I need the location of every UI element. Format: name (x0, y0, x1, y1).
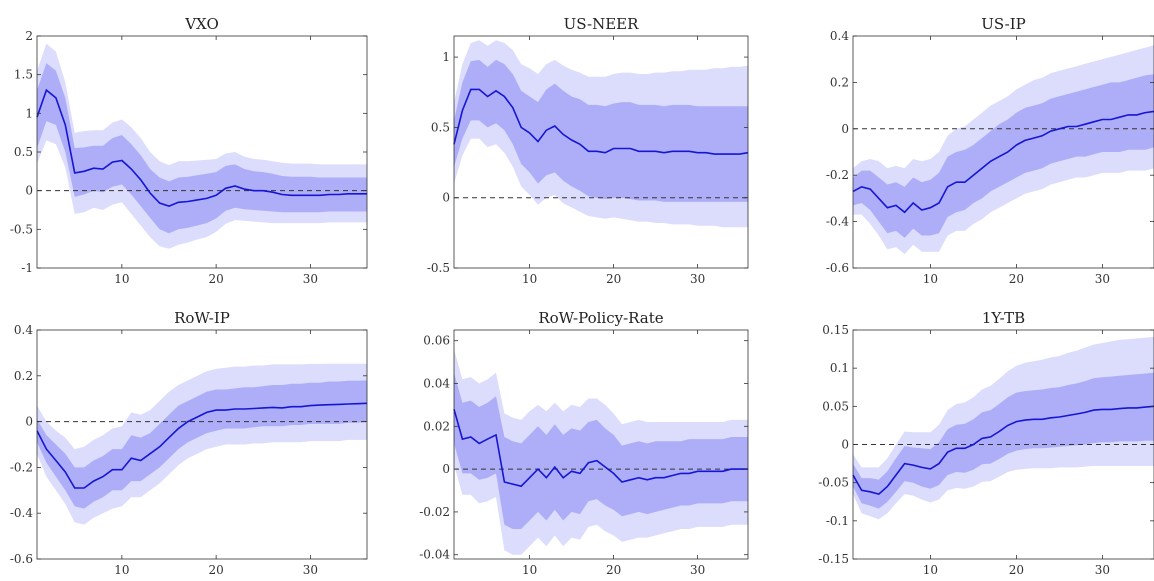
impulse-response-line (453, 408, 748, 488)
y-tick-label: -0.05 (818, 476, 849, 490)
panel-title: RoW-IP (174, 309, 230, 327)
panel-title: RoW-Policy-Rate (538, 309, 663, 327)
y-tick-label: 0 (25, 184, 33, 198)
y-tick-label: -0.6 (10, 552, 33, 566)
impulse-response-line (36, 402, 368, 489)
y-tick-label: 0.06 (423, 334, 450, 348)
impulse-response-line (36, 88, 367, 207)
y-tick-label: -0.4 (10, 506, 34, 520)
y-tick-label: 0.2 (14, 369, 33, 383)
y-tick-label: 1.5 (14, 68, 33, 82)
axes-frame (36, 329, 368, 560)
y-tick-label: -0.04 (419, 548, 450, 562)
y-tick-label: -0.5 (10, 222, 33, 236)
y-tick-label: 0.5 (14, 145, 33, 159)
axes-frame (852, 35, 1154, 269)
x-tick-label: 20 (1009, 563, 1024, 577)
y-tick-label: 0 (442, 191, 450, 205)
x-tick-label: 30 (1095, 563, 1110, 577)
y-tick-label: 0.5 (431, 120, 450, 134)
inner-confidence-band (853, 372, 1154, 509)
impulse-response-line (453, 88, 749, 155)
panel-title: US-IP (981, 15, 1026, 33)
y-tick-label: -0.5 (427, 261, 450, 275)
x-tick-label: 20 (606, 563, 621, 577)
y-tick-label: 0 (25, 415, 33, 429)
x-tick-label: 20 (1009, 272, 1024, 286)
y-tick-label: 0.1 (830, 361, 849, 375)
panel-4: -0.04 -0.02 0 0.02 0.04 0.06 10 20 30 RoW-Policy-… (419, 309, 749, 577)
y-tick-label: -0.6 (826, 261, 849, 275)
x-tick-label: 10 (923, 563, 938, 577)
x-tick-label: 20 (606, 272, 621, 286)
x-tick-label: 10 (522, 563, 537, 577)
x-tick-label: 30 (303, 563, 318, 577)
panel-title: 1Y-TB (982, 309, 1025, 327)
y-tick-label: 0.02 (423, 419, 450, 433)
y-tick-label: 0 (841, 122, 849, 136)
y-tick-label: 2 (25, 29, 33, 43)
y-tick-label: 0.4 (14, 323, 33, 337)
y-tick-label: 0.4 (830, 29, 849, 43)
x-tick-label: 10 (114, 272, 129, 286)
inner-confidence-band (37, 380, 367, 509)
inner-confidence-band (454, 59, 748, 202)
y-tick-label: -0.02 (419, 505, 450, 519)
x-tick-label: 20 (209, 563, 224, 577)
x-tick-label: 10 (923, 272, 938, 286)
y-tick-label: -0.1 (826, 514, 849, 528)
x-tick-label: 30 (690, 563, 705, 577)
y-tick-label: 1 (25, 106, 33, 120)
panel-2: -0.6 -0.4 -0.2 0 0.2 0.4 10 20 30 US-IP (826, 15, 1154, 286)
x-tick-label: 30 (303, 272, 318, 286)
panel-3: -0.6 -0.4 -0.2 0 0.2 0.4 10 20 30 RoW-IP (10, 309, 368, 577)
y-tick-label: 0.2 (830, 75, 849, 89)
panel-title: US-NEER (564, 15, 640, 33)
y-tick-label: 1 (442, 50, 450, 64)
y-tick-label: 0.04 (423, 377, 450, 391)
y-tick-label: -0.4 (826, 215, 850, 229)
x-tick-label: 20 (209, 272, 224, 286)
y-tick-label: 0.15 (822, 323, 849, 337)
y-tick-label: 0 (442, 462, 450, 476)
panel-title: VXO (184, 15, 219, 33)
panel-5: -0.15 -0.1 -0.05 0 0.05 0.1 0.15 10 20 30 1Y-TB (818, 309, 1154, 577)
impulse-response-line (852, 110, 1154, 214)
x-tick-label: 30 (1095, 272, 1110, 286)
x-tick-label: 10 (114, 563, 129, 577)
inner-confidence-band (853, 74, 1154, 238)
y-tick-label: 0 (841, 438, 849, 452)
inner-confidence-band (454, 372, 748, 529)
y-tick-label: 0.05 (822, 399, 849, 413)
x-tick-label: 30 (690, 272, 705, 286)
y-tick-label: -1 (21, 261, 33, 275)
y-tick-label: -0.15 (818, 552, 849, 566)
axes-frame (453, 35, 749, 269)
axes-frame (453, 329, 749, 560)
y-tick-label: -0.2 (826, 168, 849, 182)
y-tick-label: -0.2 (10, 460, 33, 474)
panel-0: -1 -0.5 0 0.5 1 1.5 2 10 20 30 VXO (10, 15, 368, 286)
x-tick-label: 10 (522, 272, 537, 286)
panel-1: -0.5 0 0.5 1 10 20 30 US-NEER (427, 15, 749, 286)
impulse-response-line (852, 405, 1154, 495)
